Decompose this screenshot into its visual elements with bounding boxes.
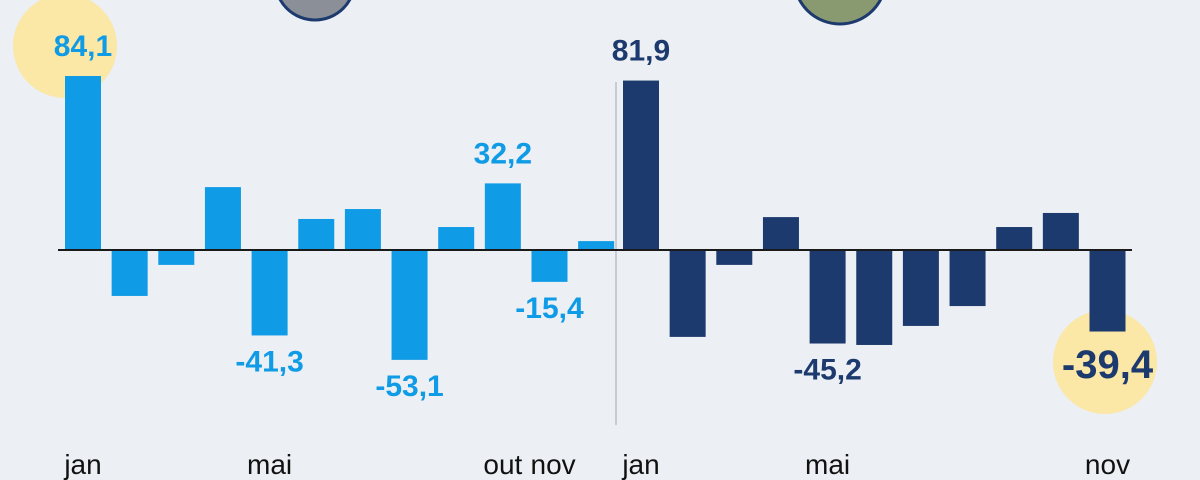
bar [111, 250, 148, 296]
portrait [278, 0, 352, 22]
bar [669, 250, 706, 337]
bar [996, 227, 1033, 250]
value-label: -53,1 [375, 370, 443, 403]
highlight [13, 0, 117, 98]
bar [158, 250, 195, 265]
x-tick-label: out [483, 449, 522, 480]
value-label: -15,4 [515, 292, 584, 325]
x-tick-label: mai [247, 449, 292, 480]
bar [902, 250, 939, 326]
value-label: -45,2 [793, 353, 861, 386]
x-tick-label: nov [1085, 449, 1130, 480]
bar [484, 183, 521, 250]
bar [809, 250, 846, 344]
value-label: -41,3 [235, 345, 303, 378]
bar [438, 227, 475, 250]
highlight [1053, 310, 1157, 414]
bar [531, 250, 568, 282]
bar [391, 250, 428, 360]
bar [856, 250, 893, 345]
x-tick-label: jan [621, 449, 659, 480]
bar [251, 250, 288, 336]
bar [65, 76, 101, 250]
bar [344, 209, 381, 250]
value-label: -39,4 [1062, 343, 1154, 387]
bar [623, 80, 659, 250]
bar [1089, 250, 1126, 332]
bar [716, 250, 753, 265]
value-label: 32,2 [474, 137, 532, 170]
value-label: 81,9 [612, 34, 670, 67]
bar [762, 217, 799, 250]
bar [1042, 212, 1079, 250]
x-tick-label: jan [63, 449, 101, 480]
x-tick-label: nov [531, 449, 576, 480]
bar [204, 187, 241, 250]
x-tick-label: mai [805, 449, 850, 480]
bar [298, 218, 335, 250]
portrait [797, 0, 883, 26]
bar [949, 250, 986, 307]
value-label: 84,1 [54, 30, 112, 63]
bar [578, 241, 615, 250]
